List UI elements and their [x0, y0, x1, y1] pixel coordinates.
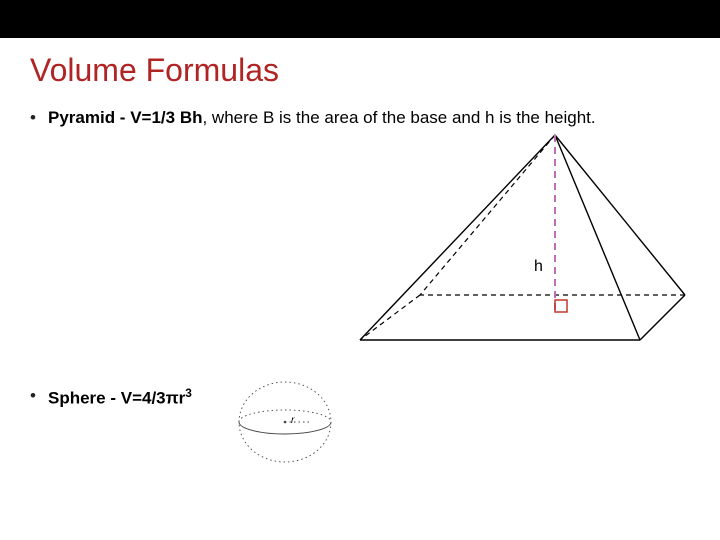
sphere-pi: π	[166, 389, 179, 408]
pyramid-formula-bold: Pyramid - V=1/3 Bh	[48, 108, 202, 127]
bullet-dot-icon: •	[30, 107, 48, 130]
content-area: • Pyramid - V=1/3 Bh, where B is the are…	[0, 107, 720, 130]
bullet-sphere: • Sphere - V=4/3πr3	[30, 386, 690, 411]
sphere-formula-bold: Sphere - V=4/3	[48, 389, 166, 408]
bullet-dot-icon: •	[30, 386, 48, 409]
top-bar	[0, 0, 720, 38]
sphere-radius-label: r	[291, 415, 294, 426]
slide-title: Volume Formulas	[0, 38, 720, 107]
sphere-diagram	[225, 375, 355, 470]
bullet-pyramid: • Pyramid - V=1/3 Bh, where B is the are…	[30, 107, 690, 130]
sphere-text: Sphere - V=4/3πr3	[48, 386, 192, 409]
pyramid-text: Pyramid - V=1/3 Bh, where B is the area …	[48, 107, 596, 130]
pyramid-svg-icon	[350, 130, 690, 350]
pyramid-formula-rest: , where B is the area of the base and h …	[202, 108, 595, 127]
pyramid-diagram	[350, 130, 690, 350]
sphere-exp: 3	[185, 386, 192, 400]
sphere-svg-icon	[225, 375, 355, 470]
pyramid-height-label: h	[534, 258, 543, 276]
